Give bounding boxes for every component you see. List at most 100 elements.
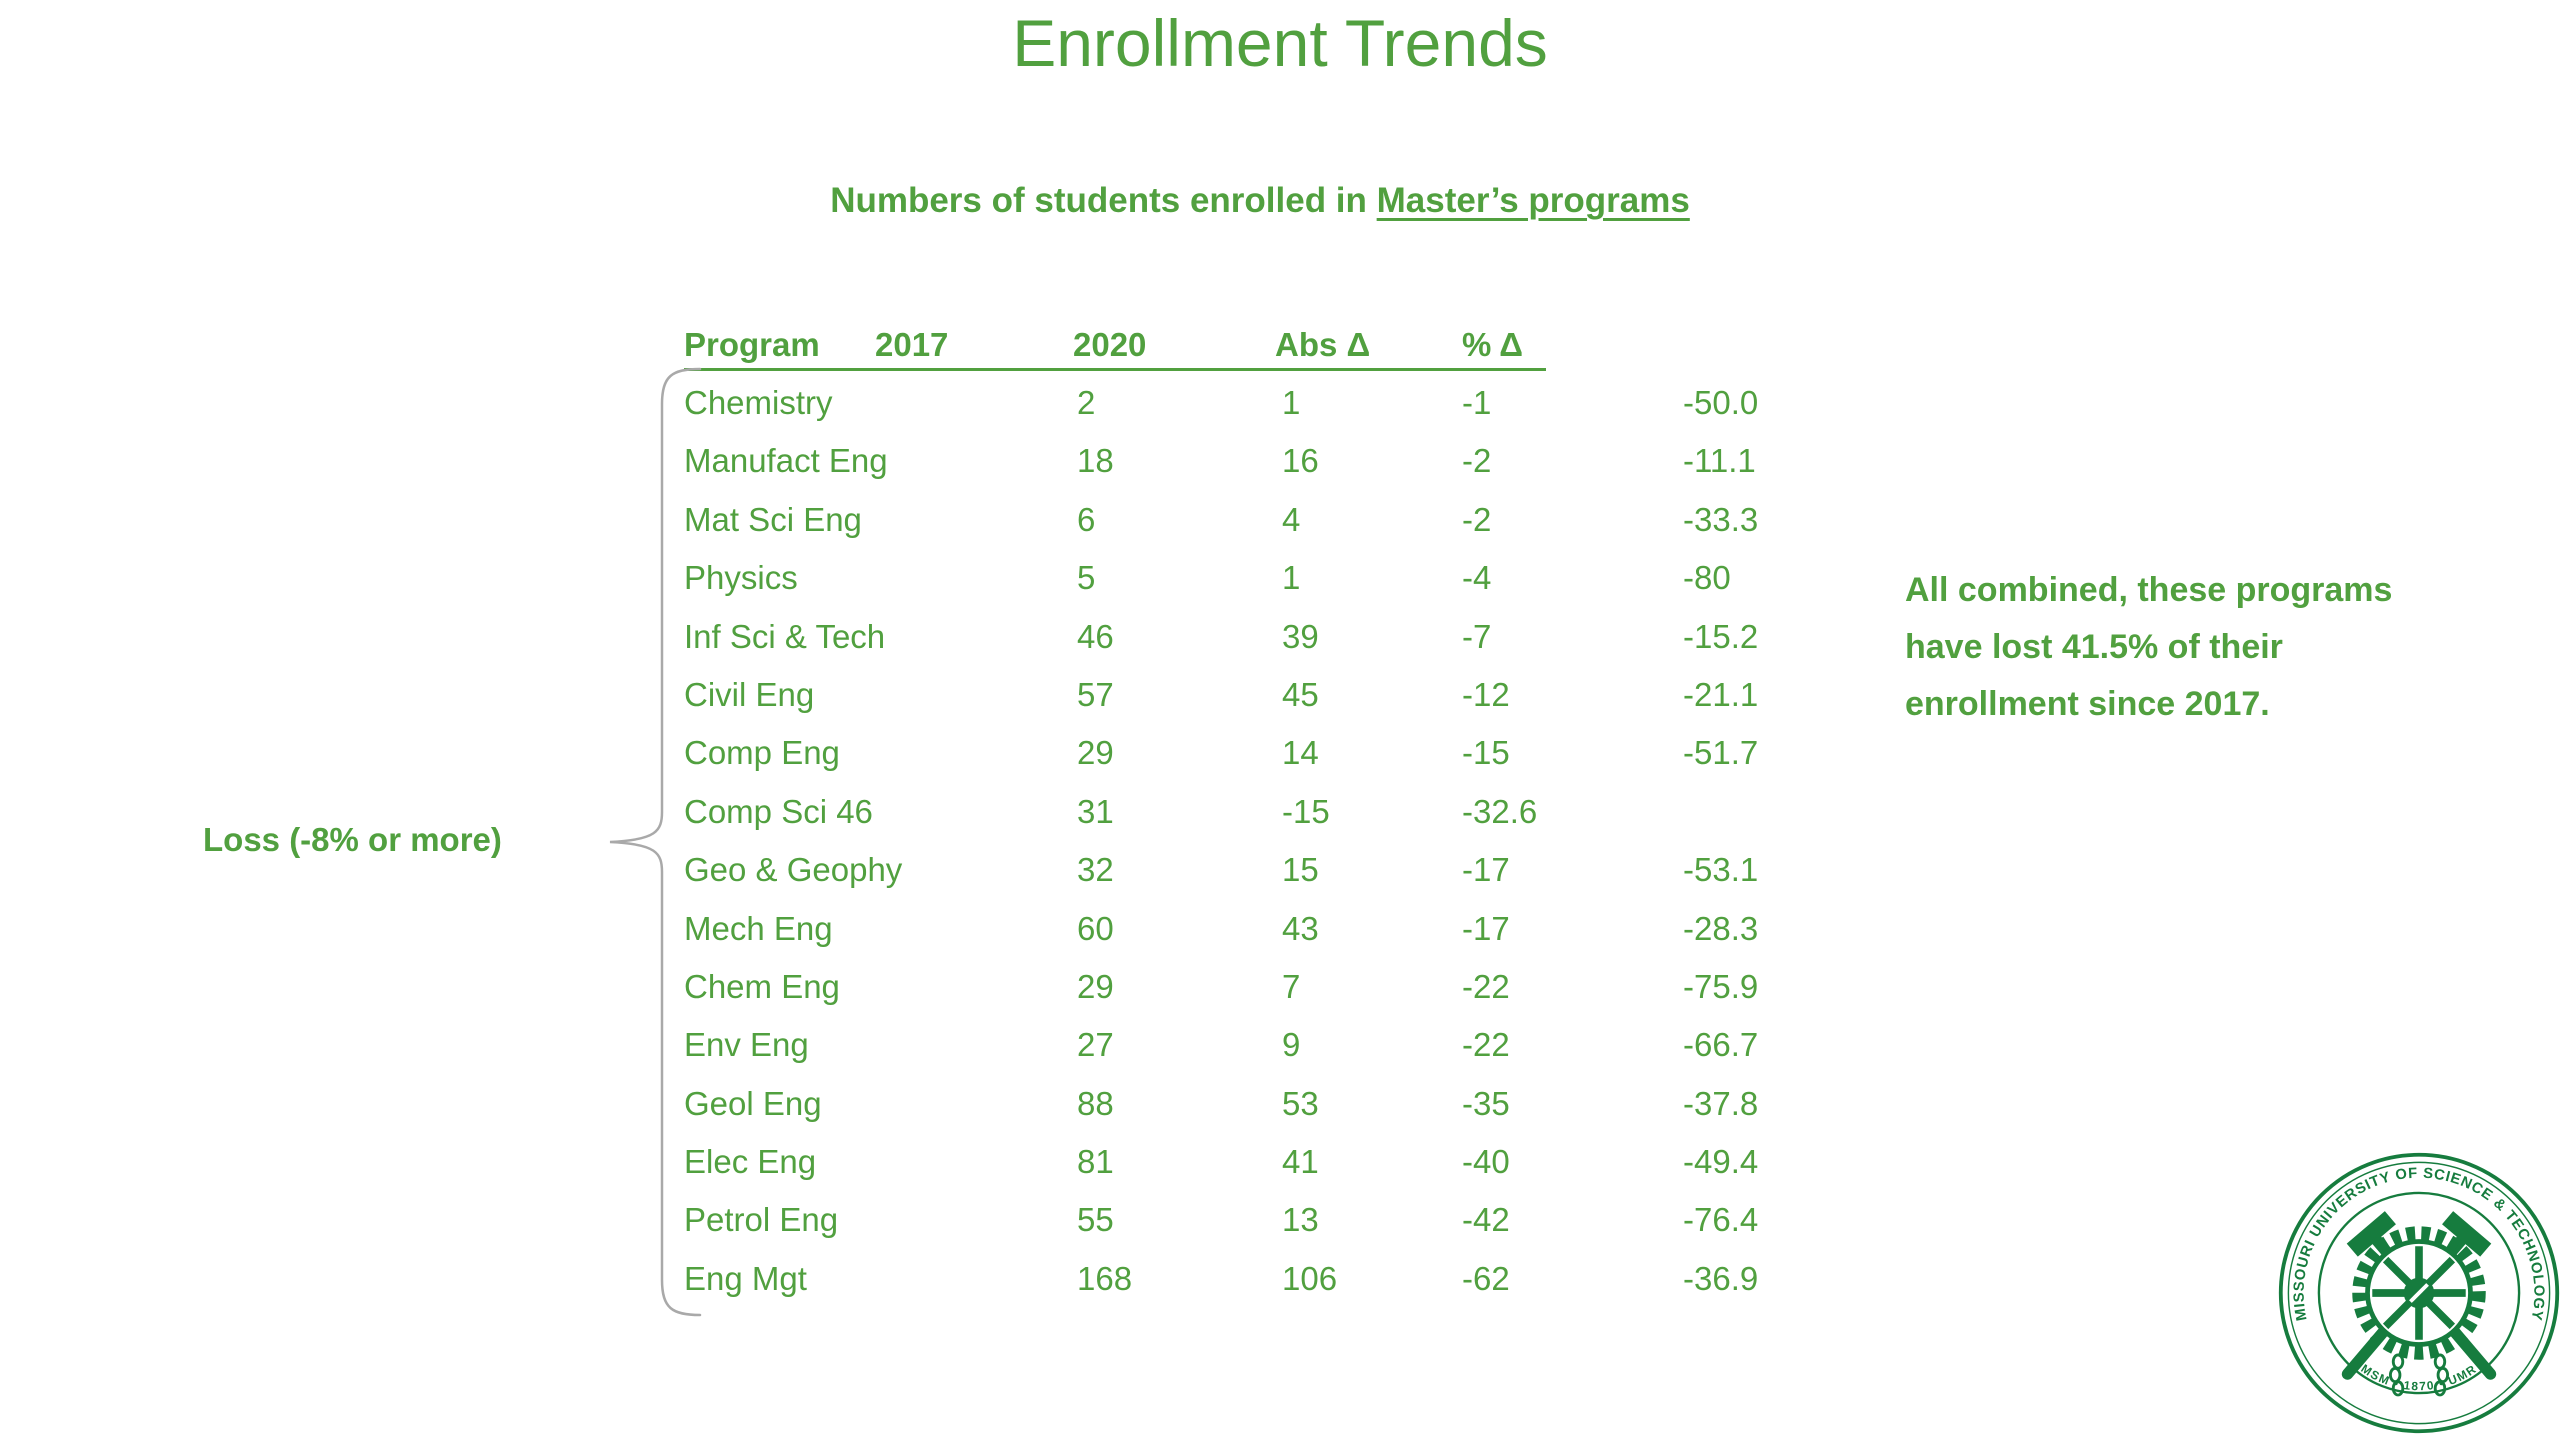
table-cell: -33.3 xyxy=(1683,500,1759,538)
table-cell: Eng Mgt xyxy=(684,1259,807,1297)
table-cell: Civil Eng xyxy=(684,675,815,713)
table-cell: -66.7 xyxy=(1683,1026,1759,1064)
table-row: Manufact Eng 18 16 -2 -11.1 xyxy=(684,432,1884,490)
table-cell: Inf Sci & Tech xyxy=(684,617,886,655)
table-cell: Mat Sci Eng xyxy=(684,500,862,538)
table-cell: -21.1 xyxy=(1683,675,1759,713)
table-cell: -37.8 xyxy=(1683,1084,1759,1122)
table-cell: -15.2 xyxy=(1683,617,1759,655)
table-cell: 2 xyxy=(1077,384,1096,421)
table-cell: Physics xyxy=(684,559,798,597)
table-cell: Chemistry xyxy=(684,384,833,421)
table-cell: -22 xyxy=(1462,1026,1510,1064)
table-cell: 4 xyxy=(1282,500,1301,538)
table-cell: 18 xyxy=(1077,442,1114,480)
table-cell: 15 xyxy=(1282,851,1319,889)
table-cell: 55 xyxy=(1077,1201,1114,1239)
subtitle-text: Numbers of students enrolled in xyxy=(830,181,1377,220)
table-cell: Comp Sci 46 xyxy=(684,792,873,830)
table-row: Petrol Eng 55 13 -42 -76.4 xyxy=(684,1191,1884,1249)
table-cell: -15 xyxy=(1462,734,1510,772)
table-cell: 60 xyxy=(1077,909,1114,947)
university-seal-icon: MISSOURI UNIVERSITY OF SCIENCE & TECHNOL… xyxy=(2278,1152,2560,1434)
table-cell: 53 xyxy=(1282,1084,1319,1122)
table-cell: -17 xyxy=(1462,851,1510,889)
table-cell: -32.6 xyxy=(1462,792,1538,830)
gear-icon xyxy=(2352,1226,2486,1360)
table-cell: 88 xyxy=(1077,1084,1114,1122)
table-row: Chem Eng 29 7 -22 -75.9 xyxy=(684,958,1884,1016)
table-cell: -49.4 xyxy=(1683,1143,1759,1181)
table-cell: Chem Eng xyxy=(684,967,840,1005)
table-cell: Geo & Geophy xyxy=(684,851,903,889)
table-row: Chemistry 2 1 -1 -50.0 xyxy=(684,374,1884,432)
table-cell: 27 xyxy=(1077,1026,1114,1064)
table-cell: 46 xyxy=(1077,617,1114,655)
table-cell: -15 xyxy=(1282,792,1330,830)
column-header: 2020 xyxy=(1073,326,1147,363)
table-cell: -35 xyxy=(1462,1084,1510,1122)
subtitle-underlined-text: Master’s programs xyxy=(1376,181,1690,220)
column-header: Abs Δ xyxy=(1275,326,1371,363)
table-cell: 14 xyxy=(1282,734,1319,772)
table-body: Chemistry 2 1 -1 -50.0 Manufact Eng 18 16 -2 -11.… xyxy=(684,374,1884,1308)
table-cell: Elec Eng xyxy=(684,1143,817,1181)
table-cell: 106 xyxy=(1282,1259,1338,1297)
loss-group-label: Loss (-8% or more) xyxy=(203,821,502,858)
table-cell: -11.1 xyxy=(1683,442,1756,480)
table-cell: 16 xyxy=(1282,442,1319,480)
table-cell: 168 xyxy=(1077,1259,1133,1297)
table-row: Civil Eng 57 45 -12 -21.1 xyxy=(684,666,1884,724)
table-row: Comp Eng 29 14 -15 -51.7 xyxy=(684,724,1884,782)
table-row: Elec Eng 81 41 -40 -49.4 xyxy=(684,1133,1884,1191)
column-header: 2017 xyxy=(875,326,949,363)
table-cell: Manufact Eng xyxy=(684,442,888,480)
table-cell: -1 xyxy=(1462,384,1492,421)
table-cell: -28.3 xyxy=(1683,909,1759,947)
table-row: Geol Eng 88 53 -35 -37.8 xyxy=(684,1075,1884,1133)
table-header: Program 2017 2020 Abs Δ % Δ xyxy=(684,326,1546,371)
table-cell: -75.9 xyxy=(1683,967,1759,1005)
table-cell: 43 xyxy=(1282,909,1319,947)
table-cell: 41 xyxy=(1282,1143,1319,1181)
table-cell: 5 xyxy=(1077,559,1096,597)
table-cell: 81 xyxy=(1077,1143,1114,1181)
seal-bottom-text: MSM • 1870 • UMR xyxy=(2358,1361,2478,1393)
table-cell: 9 xyxy=(1282,1026,1301,1064)
table-cell: Comp Eng xyxy=(684,734,840,772)
table-cell: -36.9 xyxy=(1683,1259,1759,1297)
table-row: Inf Sci & Tech 46 39 -7 -15.2 xyxy=(684,608,1884,666)
table-cell: 6 xyxy=(1077,500,1096,538)
table-cell: -2 xyxy=(1462,442,1492,480)
column-header: Program xyxy=(684,326,820,363)
table-cell: Geol Eng xyxy=(684,1084,822,1122)
table-row: Env Eng 27 9 -22 -66.7 xyxy=(684,1016,1884,1074)
chain-icon xyxy=(2388,1353,2450,1397)
table-cell: -53.1 xyxy=(1683,851,1759,889)
table-cell: Env Eng xyxy=(684,1026,809,1064)
table-row: Comp Sci 46 31 -15 -32.6 xyxy=(684,783,1884,841)
table-row: Mat Sci Eng 6 4 -2 -33.3 xyxy=(684,491,1884,549)
table-cell: -62 xyxy=(1462,1259,1510,1297)
svg-text:MSM • 1870 • UMR: MSM • 1870 • UMR xyxy=(2358,1361,2479,1393)
slide-subtitle: Numbers of students enrolled in Master’s… xyxy=(0,180,2520,222)
table-row: Eng Mgt 168 106 -62 -36.9 xyxy=(684,1250,1884,1308)
table-cell: -7 xyxy=(1462,617,1492,655)
table-cell: -51.7 xyxy=(1683,734,1759,772)
table-cell: Petrol Eng xyxy=(684,1201,839,1239)
table-cell: 7 xyxy=(1282,967,1301,1005)
table-cell: -42 xyxy=(1462,1201,1510,1239)
table-cell: 13 xyxy=(1282,1201,1319,1239)
table-cell: Mech Eng xyxy=(684,909,833,947)
table-cell: 57 xyxy=(1077,675,1114,713)
summary-note: All combined, these programs have lost 4… xyxy=(1905,571,2393,723)
table-cell: -76.4 xyxy=(1683,1201,1759,1239)
table-cell: 29 xyxy=(1077,967,1114,1005)
table-row: Physics 5 1 -4 -80 xyxy=(684,549,1884,607)
column-header: % Δ xyxy=(1462,326,1524,363)
table-cell: -22 xyxy=(1462,967,1510,1005)
table-cell xyxy=(1683,783,1813,841)
table-cell: 29 xyxy=(1077,734,1114,772)
table-cell: 31 xyxy=(1077,792,1114,830)
